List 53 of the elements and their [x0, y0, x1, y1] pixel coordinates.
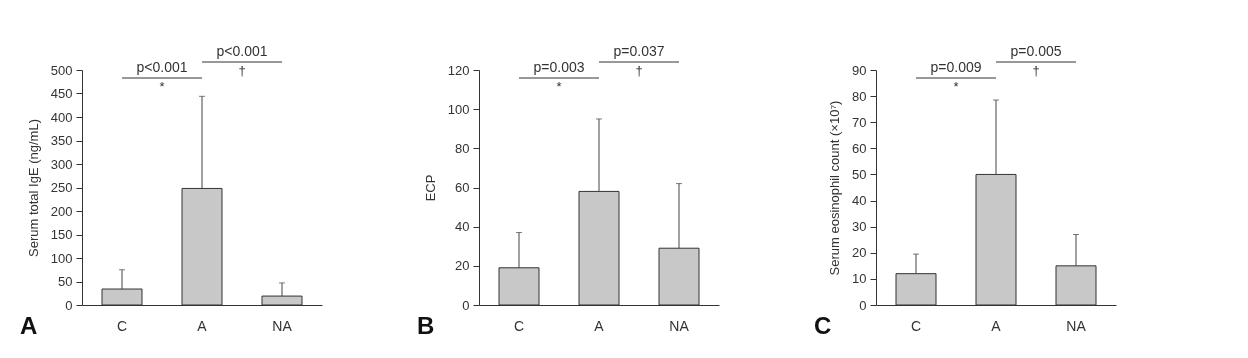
text: B — [417, 312, 435, 339]
y-tick-label: 50 — [58, 274, 73, 289]
y-tick-label: 350 — [50, 133, 73, 148]
y-tick-label: 0 — [462, 297, 470, 313]
y-tick-label: 120 — [447, 62, 470, 78]
y-tick-label: 60 — [852, 140, 867, 156]
x-tick-label: C — [116, 317, 128, 334]
annotation: * — [556, 79, 562, 94]
annotation: * — [953, 79, 959, 94]
y-tick-label: 30 — [852, 219, 867, 235]
y-tick-label: 60 — [455, 180, 470, 195]
y-tick-label: 20 — [455, 258, 470, 274]
y-tick-label: 10 — [852, 271, 867, 287]
x-tick-label: A — [594, 317, 605, 334]
y-tick-label: 40 — [455, 219, 470, 235]
x-tick-label: NA — [1066, 317, 1087, 334]
y-axis-title: ECP — [422, 174, 438, 202]
x-tick-label: NA — [272, 317, 293, 334]
y-tick-label: 450 — [50, 86, 73, 101]
text: p=0.005 — [1010, 43, 1062, 59]
y-tick-label: 90 — [852, 62, 867, 78]
text: p<0.001 — [216, 43, 268, 59]
x-tick-label: C — [910, 317, 922, 334]
annotation: † — [635, 63, 643, 78]
x-tick-label: NA — [669, 317, 690, 334]
x-tick-label: A — [197, 317, 208, 334]
y-tick-label: 250 — [50, 180, 73, 195]
y-tick-label: 300 — [50, 156, 73, 172]
y-tick-label: 80 — [455, 140, 470, 156]
annotation: † — [1032, 63, 1040, 78]
y-tick-label: 500 — [50, 62, 73, 78]
y-tick-label: 0 — [859, 297, 867, 313]
y-tick-label: 50 — [852, 166, 867, 182]
y-tick-label: 20 — [852, 245, 867, 261]
y-tick-label: 80 — [852, 88, 867, 104]
y-tick-label: 100 — [447, 101, 470, 117]
y-axis-title: Serum total IgE (ng/mL) — [25, 119, 41, 257]
y-axis-title: Serum eosinophil count (×10⁷) — [827, 100, 843, 276]
annotation: p=0.003 — [533, 59, 585, 75]
annotation: * — [159, 79, 165, 94]
y-tick-label: 70 — [852, 114, 867, 130]
y-tick-label: 200 — [50, 203, 73, 219]
y-tick-label: 400 — [50, 109, 73, 125]
y-tick-label: 0 — [65, 297, 73, 313]
x-tick-label: A — [991, 317, 1002, 334]
annotation: p<0.001 — [136, 59, 188, 75]
annotation: p=0.009 — [930, 59, 982, 75]
x-tick-label: C — [513, 317, 525, 334]
y-tick-label: 40 — [852, 193, 867, 209]
y-tick-label: 100 — [50, 250, 73, 266]
y-tick-label: 150 — [50, 227, 73, 242]
annotation: † — [238, 63, 246, 78]
text: p=0.037 — [613, 43, 665, 59]
